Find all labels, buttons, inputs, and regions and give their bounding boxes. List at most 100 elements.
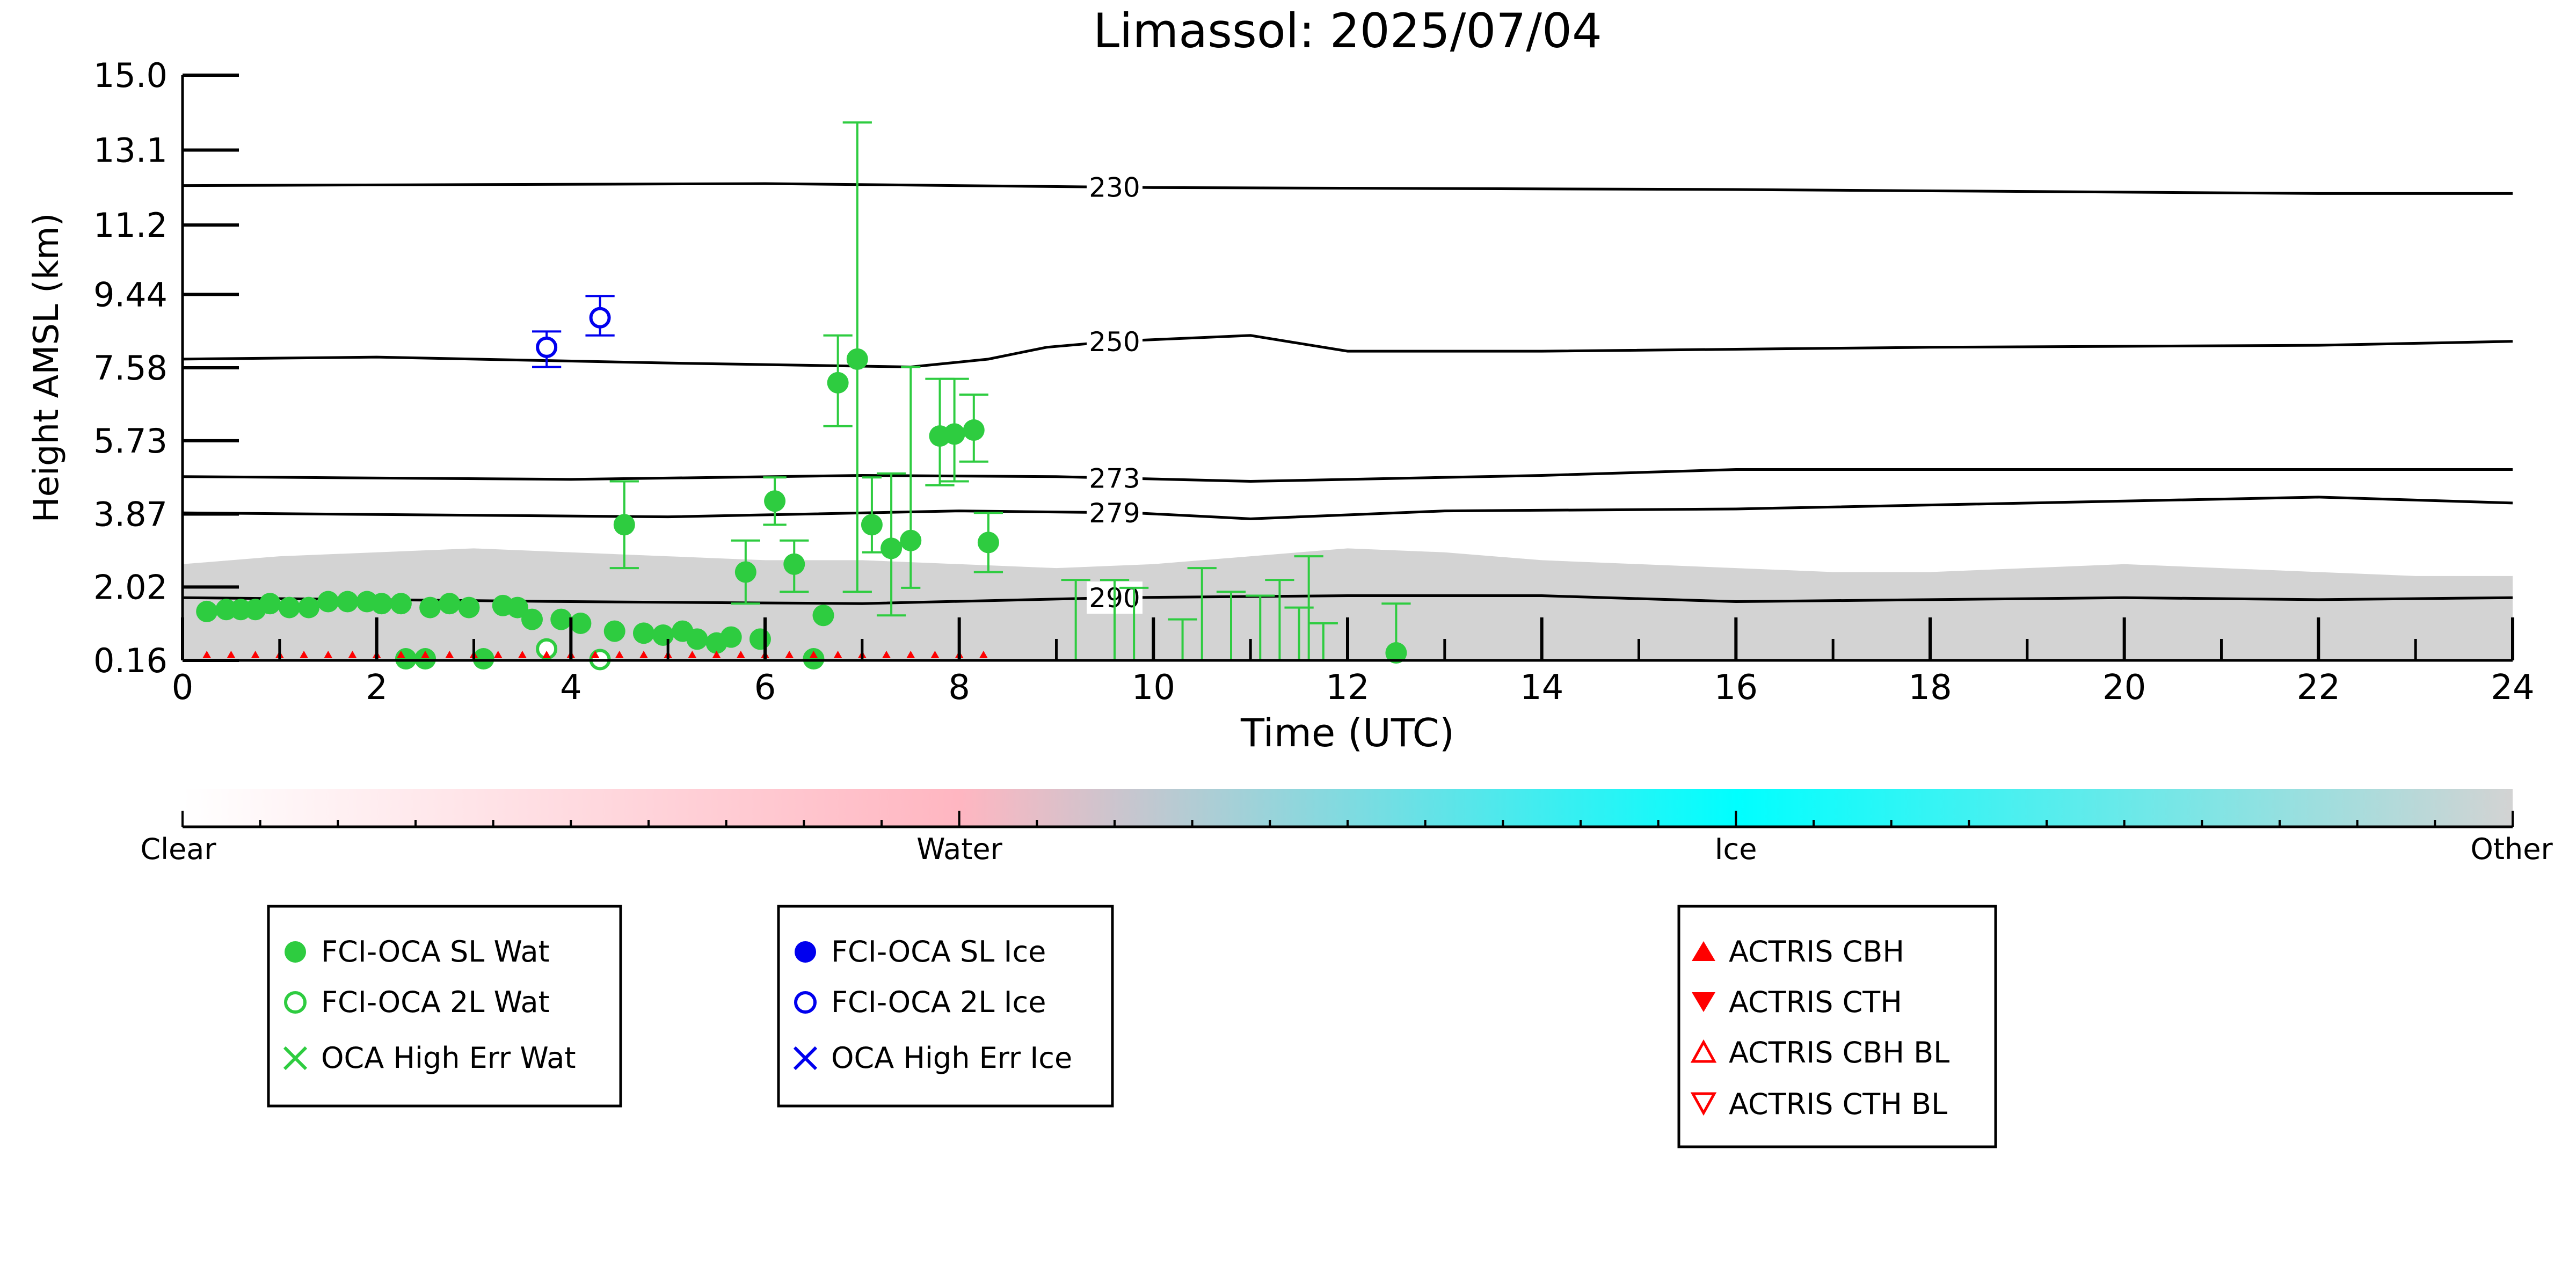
- y-tick-label: 5.73: [93, 421, 168, 461]
- data-point: [370, 593, 392, 615]
- legend-marker-open-triangle-up: [1690, 1039, 1717, 1063]
- data-point: [603, 620, 625, 642]
- data-point: [881, 537, 903, 559]
- data-point: [421, 651, 430, 658]
- data-point: [570, 612, 592, 634]
- data-point: [396, 651, 405, 658]
- legend-marker-triangle-down: [1692, 992, 1715, 1012]
- data-point: [734, 561, 756, 583]
- x-tick-label: 20: [2102, 668, 2146, 708]
- legend-entry: FCI-OCA 2L Ice: [831, 985, 1046, 1019]
- isotherm-line: [183, 182, 2513, 195]
- data-point: [764, 490, 786, 512]
- data-point: [227, 651, 236, 658]
- data-point: [202, 651, 212, 658]
- data-point: [521, 608, 543, 630]
- data-point: [278, 596, 300, 618]
- legend-entry: FCI-OCA 2L Wat: [321, 985, 550, 1019]
- data-point: [419, 596, 441, 618]
- y-tick-label: 3.87: [93, 495, 168, 534]
- x-tick-label: 12: [1326, 668, 1369, 708]
- x-tick-label: 16: [1714, 668, 1758, 708]
- data-point: [979, 651, 988, 658]
- y-tick-label: 11.2: [93, 206, 168, 245]
- data-point: [930, 651, 940, 658]
- data-point: [720, 626, 742, 648]
- data-point: [615, 651, 624, 658]
- data-point: [196, 600, 218, 622]
- x-ticks: 0 2 4 6 8 10 12 14 16 18 20 22 24: [172, 617, 2535, 708]
- x-tick-label: 10: [1132, 668, 1175, 708]
- data-point: [749, 628, 771, 650]
- legend-marker-open-circle: [284, 991, 307, 1014]
- data-point: [472, 648, 494, 670]
- legend-marker-x: [283, 1046, 308, 1071]
- legend-marker-filled-circle: [795, 941, 816, 963]
- x-axis-label: Time (UTC): [1240, 710, 1454, 755]
- data-point: [591, 651, 600, 658]
- x-tick-label: 14: [1520, 668, 1563, 708]
- y-tick-label: 13.1: [93, 131, 168, 170]
- legend-entry: FCI-OCA SL Ice: [831, 935, 1046, 969]
- y-axis-label: Height AMSL (km): [27, 213, 67, 523]
- legend-entry: OCA High Err Ice: [831, 1041, 1072, 1075]
- isotherm-line: [183, 594, 2513, 605]
- isotherm-line: [183, 496, 2513, 520]
- y-tick-label: 7.58: [93, 348, 168, 388]
- data-point: [783, 553, 805, 575]
- data-points: [196, 307, 1407, 671]
- data-point: [712, 651, 721, 658]
- legend-ice: FCI-OCA SL Ice FCI-OCA 2L Ice OCA High E…: [777, 905, 1114, 1108]
- colorbar: Clear Water Ice Other: [140, 789, 2553, 866]
- data-point: [414, 648, 436, 670]
- data-point: [550, 608, 572, 630]
- isotherm-label: 273: [1089, 463, 1140, 494]
- data-point: [977, 532, 999, 554]
- legend-ice-frame: [777, 905, 1114, 1108]
- legend-water: FCI-OCA SL Wat FCI-OCA 2L Wat OCA High E…: [267, 905, 622, 1108]
- data-point: [803, 648, 825, 670]
- data-point: [827, 372, 849, 394]
- colorbar-label-other: Other: [2470, 832, 2553, 866]
- legend-actris: ACTRIS CBH ACTRIS CTH ACTRIS CBH BL ACTR…: [1677, 905, 1997, 1148]
- legend-marker-open-triangle-down: [1690, 1092, 1717, 1116]
- data-point: [613, 514, 635, 536]
- colorbar-ticks: [181, 811, 2514, 827]
- data-point: [943, 423, 965, 445]
- y-tick-label: 15.0: [93, 56, 168, 95]
- legend-entry: OCA High Err Wat: [321, 1041, 576, 1075]
- x-tick-label: 8: [948, 668, 970, 708]
- data-point: [809, 651, 818, 658]
- isotherm-line: [183, 334, 2513, 369]
- y-ticks: 0.16 2.02 3.87 5.73 7.58 9.44 11.2 13.1 15.0: [93, 56, 239, 680]
- y-tick-label: 0.16: [93, 641, 168, 680]
- x-tick-label: 2: [366, 668, 388, 708]
- data-point: [298, 596, 320, 618]
- data-point: [390, 593, 412, 615]
- data-point: [652, 624, 674, 646]
- legend-entry: ACTRIS CBH: [1729, 935, 1904, 969]
- data-point: [300, 651, 309, 658]
- data-point: [348, 651, 357, 658]
- x-tick-label: 24: [2491, 668, 2534, 708]
- data-point: [632, 622, 654, 644]
- data-point: [324, 651, 333, 658]
- data-point: [506, 596, 528, 618]
- isotherm-line: [183, 468, 2513, 483]
- colorbar-label-water: Water: [916, 832, 1002, 866]
- data-point: [589, 307, 611, 329]
- legend-entry: ACTRIS CTH BL: [1729, 1087, 1947, 1121]
- isotherm-label-bg: [1087, 171, 1143, 203]
- data-point: [542, 651, 551, 658]
- legend-entry: FCI-OCA SL Wat: [321, 935, 550, 969]
- data-point: [861, 514, 883, 536]
- legend-entry: ACTRIS CTH: [1729, 985, 1902, 1019]
- isotherm-label: 279: [1089, 498, 1140, 529]
- isotherm-label-bg: [1087, 325, 1143, 358]
- data-point: [458, 596, 480, 618]
- data-point: [833, 651, 842, 658]
- x-tick-label: 4: [560, 668, 582, 708]
- data-point: [785, 651, 794, 658]
- data-point: [337, 591, 359, 613]
